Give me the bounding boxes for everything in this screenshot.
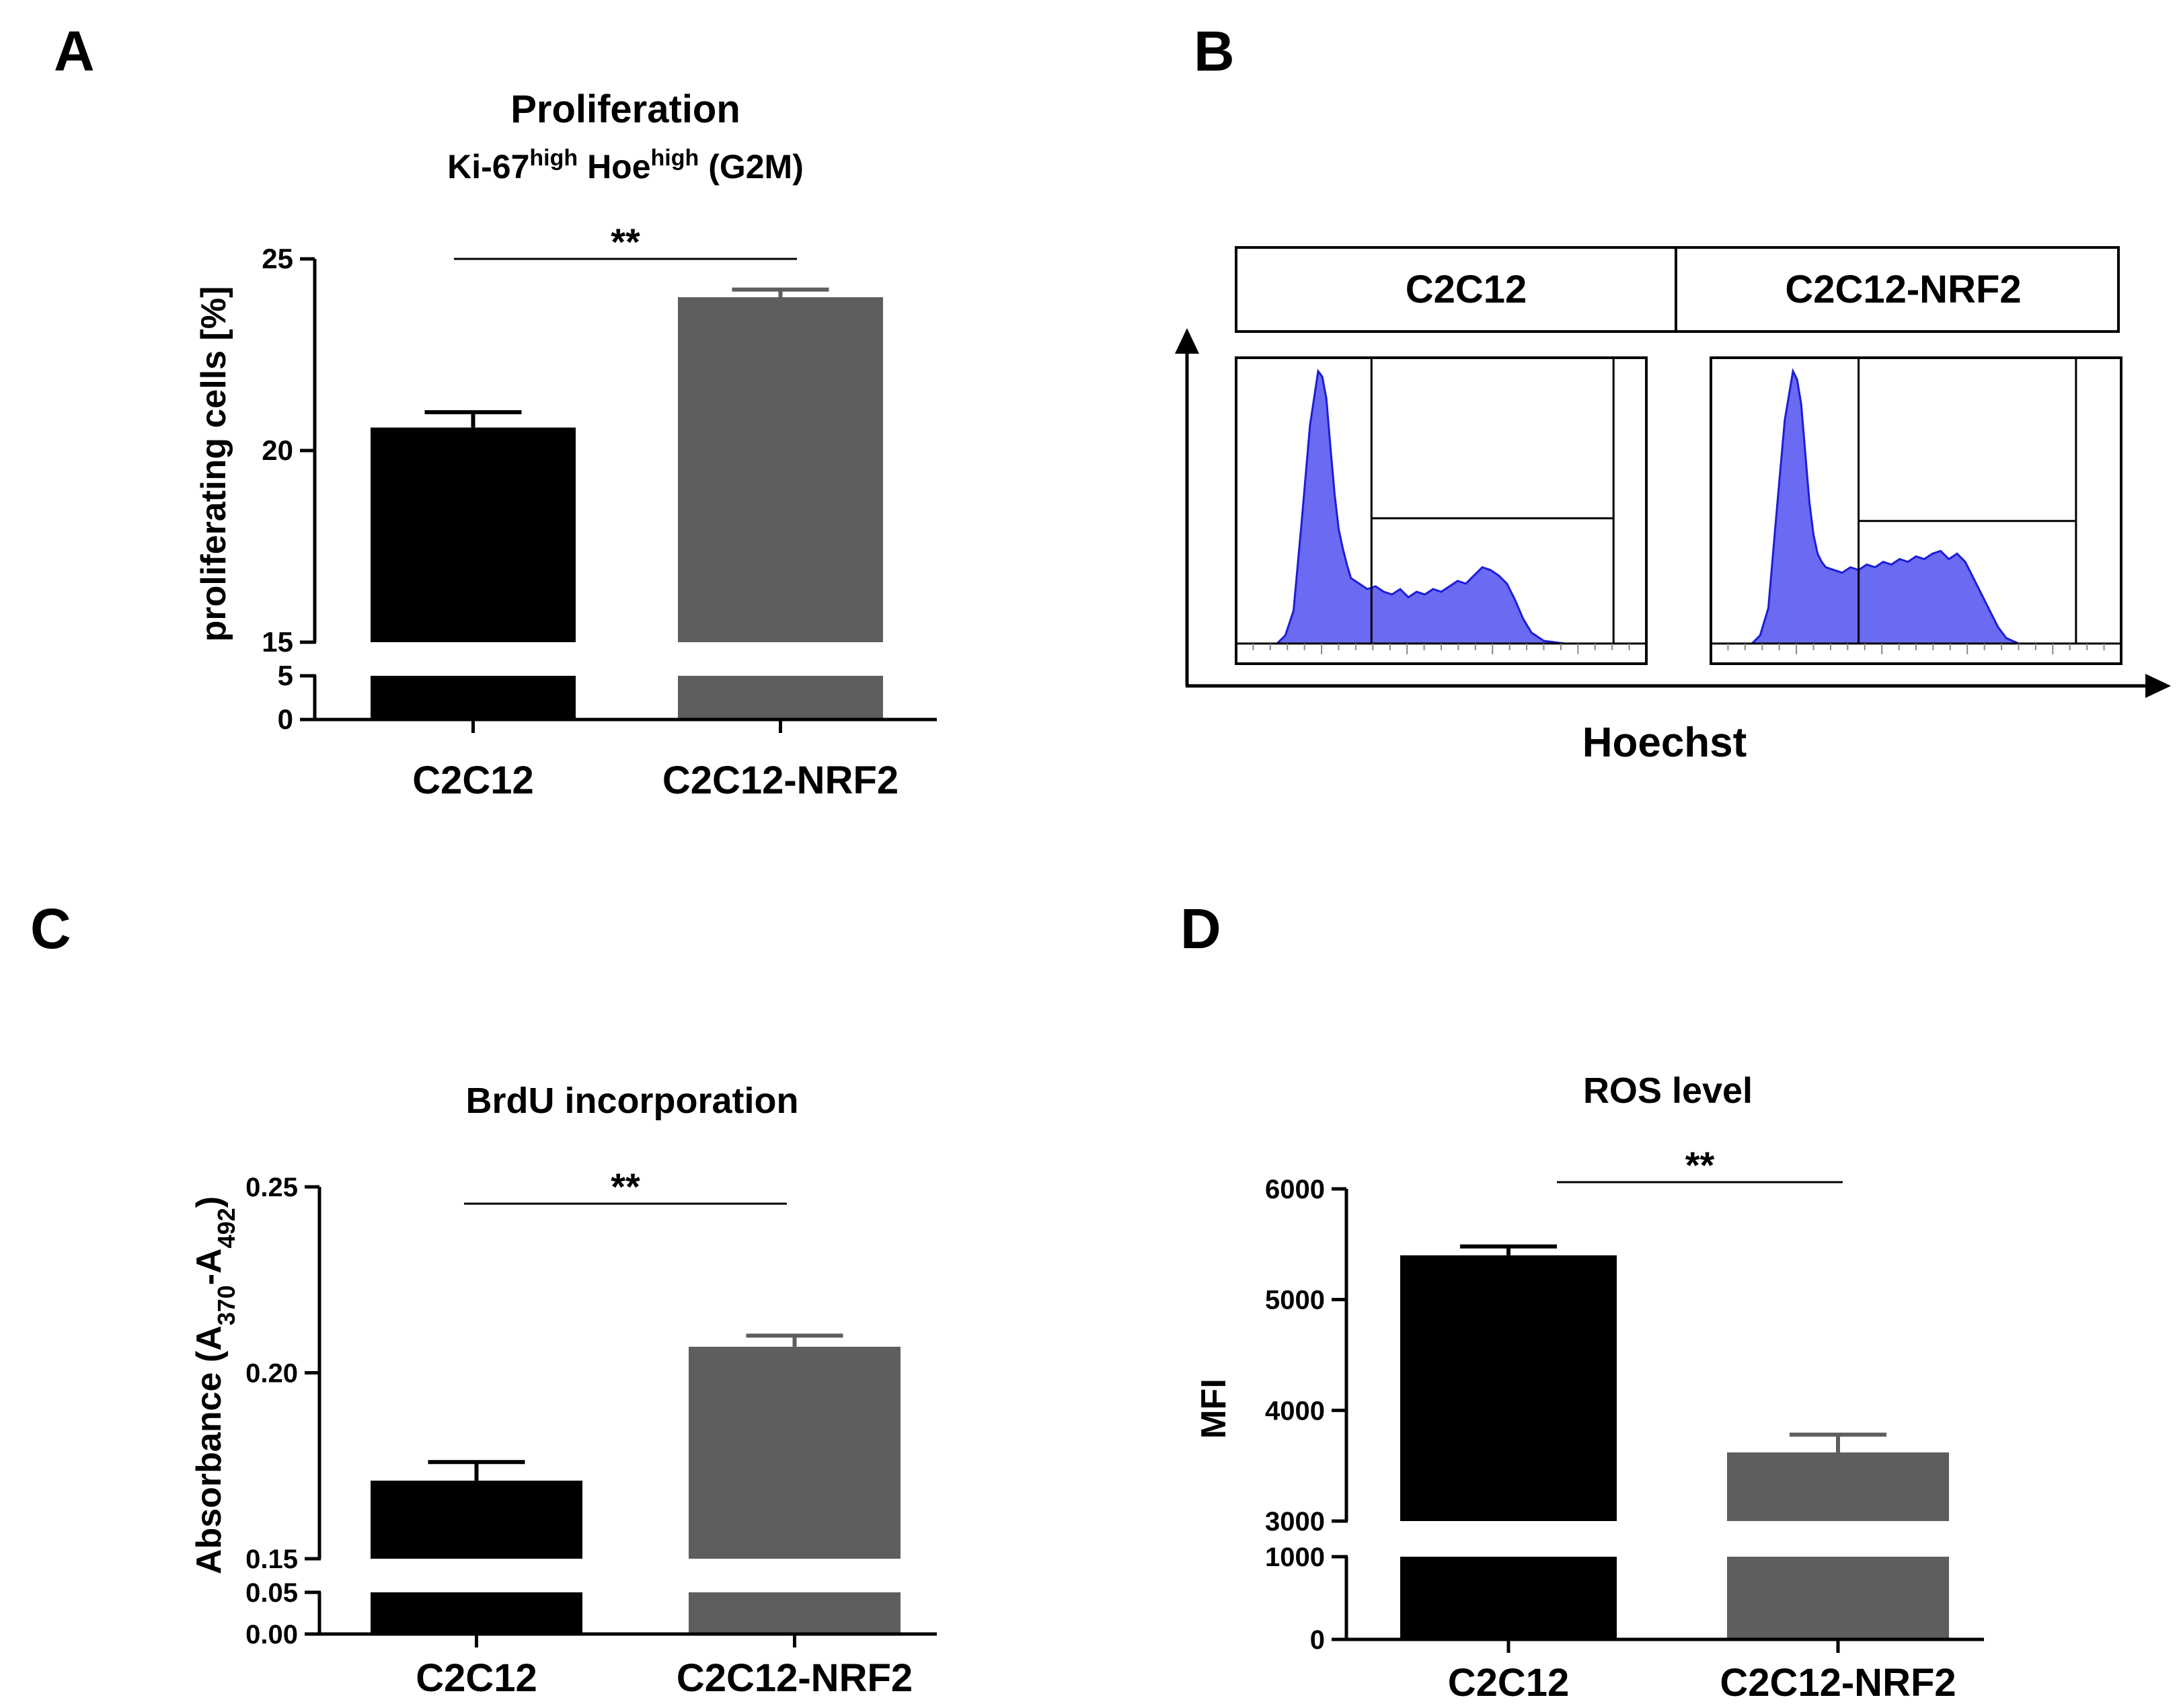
y-tick-label: 0.05 (245, 1578, 298, 1608)
bar-upper-c2c12-nrf2 (689, 1346, 901, 1559)
y-tick-label: 0 (278, 703, 293, 735)
y-tick-label: 0.15 (245, 1545, 298, 1574)
panel-d-chart: ROS level MFI C2C12 C2C12-NRF2 0 1000 3000 40… (1194, 1071, 1984, 1705)
y-tick-label: 25 (262, 243, 293, 274)
y-tick-label: 5 (278, 660, 293, 691)
category-label: C2C12-NRF2 (1720, 1661, 1956, 1705)
panel-a-subtitle: Ki-67high Hoehigh (G2M) (447, 145, 804, 186)
category-label: C2C12-NRF2 (677, 1656, 913, 1700)
bar-upper-c2c12-nrf2 (1727, 1452, 1949, 1521)
y-tick-label: 1000 (1265, 1543, 1325, 1572)
significance-stars: ** (611, 1165, 640, 1208)
y-tick-label: 0.25 (245, 1173, 298, 1202)
category-label: C2C12 (416, 1656, 537, 1700)
histogram-frame-c2c12 (1235, 356, 1648, 665)
panel-letter-c: C (30, 897, 71, 960)
y-tick-label: 4000 (1265, 1396, 1325, 1426)
bar-upper-c2c12-nrf2 (678, 297, 883, 642)
category-label: C2C12 (412, 759, 534, 802)
panel-letter-b: B (1194, 20, 1235, 83)
bar-lower-c2c12 (371, 676, 576, 720)
header-c2c12-nrf2: C2C12-NRF2 (1785, 268, 2021, 311)
panel-letter-a: A (54, 20, 95, 83)
y-arrowhead (1175, 328, 1199, 354)
y-tick-label: 0.00 (245, 1620, 298, 1649)
y-tick-label: 3000 (1265, 1507, 1325, 1537)
y-tick-label: 15 (262, 626, 293, 658)
panel-a-title: Proliferation (510, 87, 740, 131)
panel-c-title: BrdU incorporation (466, 1081, 799, 1121)
panel-c-chart: BrdU incorporation Absorbance (A370-A492… (190, 1081, 937, 1700)
category-label: C2C12 (1448, 1661, 1570, 1705)
bar-lower-c2c12 (371, 1592, 582, 1634)
panel-a-chart: Proliferation Ki-67high Hoehigh (G2M) pr… (194, 87, 937, 802)
y-tick-label: 0 (1310, 1625, 1325, 1655)
x-axis-label-hoechst: Hoechst (1582, 720, 1747, 766)
histogram-c2c12-nrf2 (1731, 368, 2121, 645)
histogram-c2c12 (1256, 368, 1646, 645)
bar-lower-c2c12-nrf2 (689, 1592, 901, 1634)
panel-d-title: ROS level (1583, 1071, 1753, 1111)
panel-c-ylabel: Absorbance (A370-A492) (190, 1196, 240, 1574)
significance-stars: ** (1685, 1144, 1715, 1186)
bar-lower-c2c12-nrf2 (1727, 1557, 1949, 1639)
y-tick-label: 6000 (1265, 1175, 1325, 1204)
category-label: C2C12-NRF2 (662, 759, 898, 802)
histogram-frame-c2c12-nrf2 (1710, 356, 2122, 665)
panel-d-ylabel: MFI (1194, 1379, 1233, 1439)
y-tick-label: 5000 (1265, 1286, 1325, 1315)
bar-upper-c2c12 (1400, 1255, 1617, 1521)
bar-lower-c2c12 (1400, 1557, 1617, 1639)
bar-upper-c2c12 (371, 427, 576, 642)
bar-lower-c2c12-nrf2 (678, 676, 883, 720)
y-tick-label: 20 (262, 434, 293, 466)
x-arrowhead (2145, 674, 2171, 698)
header-c2c12: C2C12 (1406, 268, 1527, 311)
panel-a-ylabel: proliferating cells [%] (194, 286, 233, 642)
bar-upper-c2c12 (371, 1480, 582, 1559)
panel-b-flow-cytometry: C2C12 C2C12-NRF2 Hoechst (1175, 246, 2171, 766)
y-tick-label: 0.20 (245, 1359, 298, 1389)
panel-letter-d: D (1180, 897, 1221, 960)
significance-stars: ** (611, 221, 640, 263)
